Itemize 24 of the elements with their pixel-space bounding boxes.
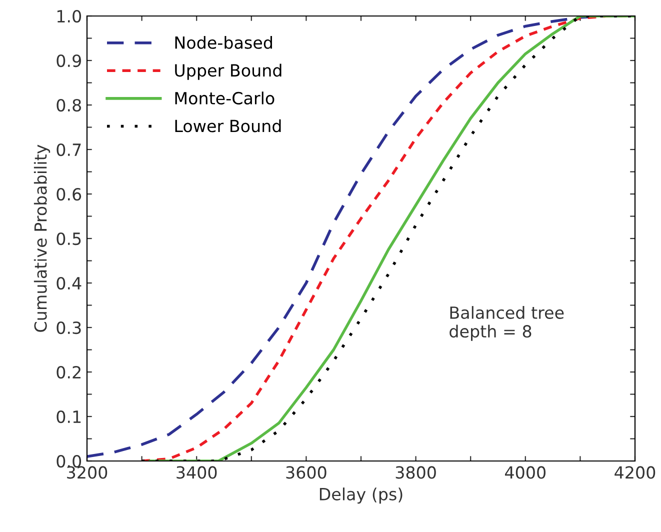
y-tick-label: 0.7: [56, 143, 81, 156]
x-tick-label: 3200: [67, 466, 108, 479]
legend-label: Upper Bound: [175, 64, 282, 80]
y-tick-label: 0.2: [56, 366, 80, 379]
y-tick-label: 0.9: [56, 54, 81, 68]
x-tick-label: 3600: [286, 466, 326, 479]
y-tick-label: 0.1: [56, 410, 81, 424]
y-tick-label: 0.3: [56, 321, 81, 334]
y-tick-label: 0.5: [56, 232, 81, 246]
legend-label: Monte-Carlo: [175, 92, 274, 104]
legend-label: Lower Bound: [175, 119, 281, 132]
y-axis-title: Cumulative Probability: [34, 144, 50, 332]
x-tick-label: 4200: [614, 466, 656, 479]
x-tick-label: 3800: [396, 466, 436, 479]
y-tick-label: 0.8: [56, 98, 81, 112]
y-tick-label: 0.4: [56, 276, 82, 290]
x-tick-label: 3400: [176, 466, 217, 479]
legend-label: Node-based: [175, 36, 272, 49]
x-axis-title: Delay (ps): [320, 488, 402, 504]
y-tick-label: 0.0: [56, 454, 82, 468]
annotation: Balanced tree depth = 8: [450, 306, 564, 341]
y-tick-label: 0.6: [56, 188, 82, 201]
x-tick-label: 4000: [505, 466, 546, 479]
y-tick-label: 1.0: [57, 10, 82, 23]
